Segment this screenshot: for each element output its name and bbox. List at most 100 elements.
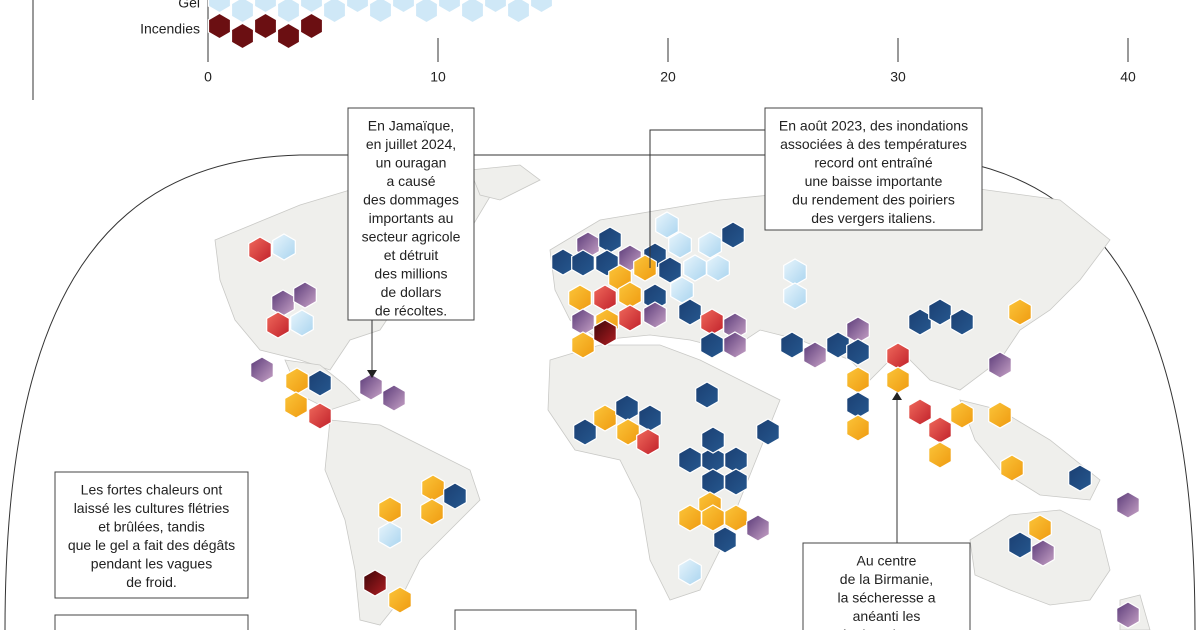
hex: [363, 569, 387, 597]
hex: [285, 367, 309, 395]
annotations: En Jamaïque, en juillet 2024, un ouragan a …: [54, 107, 983, 630]
hex: [678, 504, 702, 532]
hex: [700, 331, 724, 359]
hex: [643, 301, 667, 329]
annotation-text: des dommages: [363, 192, 459, 208]
hex: [678, 446, 702, 474]
hex: [695, 381, 719, 409]
hex: [593, 404, 617, 432]
hex: [359, 373, 383, 401]
map-frame: [4, 154, 1196, 630]
hex: [988, 401, 1012, 429]
hex: [756, 418, 780, 446]
hex: [1116, 601, 1140, 629]
hex: [293, 281, 317, 309]
hex: [683, 254, 707, 282]
hex: [846, 414, 870, 442]
hex: [1008, 531, 1032, 559]
hex: [724, 468, 748, 496]
hex: [276, 22, 301, 50]
hex: [598, 226, 622, 254]
hex: [826, 331, 850, 359]
hex: [846, 338, 870, 366]
annotation-box: [54, 614, 249, 630]
hex: [207, 12, 232, 40]
hex: [846, 391, 870, 419]
hex: [950, 308, 974, 336]
annotation-text: de récoltes.: [375, 303, 447, 319]
annotation-text: récoltes de maïs: [835, 627, 938, 630]
hex: [276, 0, 301, 24]
hex: [633, 254, 657, 282]
annotation-text: que le gel a fait des dégâts: [68, 537, 235, 553]
hex: [573, 418, 597, 446]
annotation-text: Au centre: [857, 553, 917, 569]
hex: [299, 12, 324, 40]
annotation-text: en juillet 2024,: [366, 136, 456, 152]
hex: [655, 211, 679, 239]
hex: [886, 366, 910, 394]
hex: [723, 331, 747, 359]
hex: [248, 236, 272, 264]
annotation-text: En août 2023, des inondations: [779, 118, 968, 134]
hex: [593, 319, 617, 347]
hex: [378, 521, 402, 549]
hex: [886, 342, 910, 370]
hex: [284, 391, 308, 419]
hex: [568, 284, 592, 312]
leader: [649, 129, 765, 268]
hex: [783, 258, 807, 286]
annotation-box: [454, 609, 637, 630]
annotation-text: du rendement des poiriers: [792, 192, 955, 208]
hex: [615, 394, 639, 422]
hex: [706, 254, 730, 282]
annotation-text: En Jamaïque,: [368, 118, 454, 134]
hex: [207, 0, 232, 14]
arrowhead: [367, 370, 377, 378]
hex: [230, 22, 255, 50]
x-tick-label: 40: [1120, 69, 1136, 85]
hex: [506, 0, 531, 24]
hex: [636, 428, 660, 456]
annotation-text: a causé: [386, 173, 435, 189]
hex: [1028, 514, 1052, 542]
annotation-text: importants au: [369, 210, 454, 226]
annotation-text: record ont entraîné: [814, 155, 933, 171]
hex: [678, 558, 702, 586]
hex: [271, 289, 295, 317]
hex: [724, 504, 748, 532]
hex: [803, 341, 827, 369]
annotation-text: associées à des températures: [780, 136, 967, 152]
hex: [421, 474, 445, 502]
hex: [1000, 454, 1024, 482]
hex: [230, 0, 255, 24]
hex: [272, 233, 296, 261]
hex: [414, 0, 439, 24]
hex: [571, 308, 595, 336]
annotation-box: [54, 471, 249, 599]
annotation-box: [802, 542, 971, 630]
annotation-text: pendant les vagues: [91, 556, 212, 572]
hex-bar: [207, 0, 554, 24]
annotation-text: et brûlées, tandis: [98, 519, 205, 535]
x-tick-label: 30: [890, 69, 906, 85]
annotation-text: des millions: [374, 266, 447, 282]
category-label: Incendies: [140, 21, 200, 37]
hex: [846, 366, 870, 394]
hex: [698, 231, 722, 259]
hex: [618, 281, 642, 309]
annotation-text: secteur agricole: [362, 229, 461, 245]
hex: [780, 331, 804, 359]
hex: [1031, 539, 1055, 567]
hex: [1116, 491, 1140, 519]
hex: [908, 398, 932, 426]
hex: [391, 0, 416, 14]
hex: [950, 401, 974, 429]
hex: [616, 418, 640, 446]
hex: [701, 426, 725, 454]
hex: [658, 256, 682, 284]
x-tick-label: 10: [430, 69, 446, 85]
annotation-text: des vergers italiens.: [811, 210, 936, 226]
hex: [253, 0, 278, 14]
